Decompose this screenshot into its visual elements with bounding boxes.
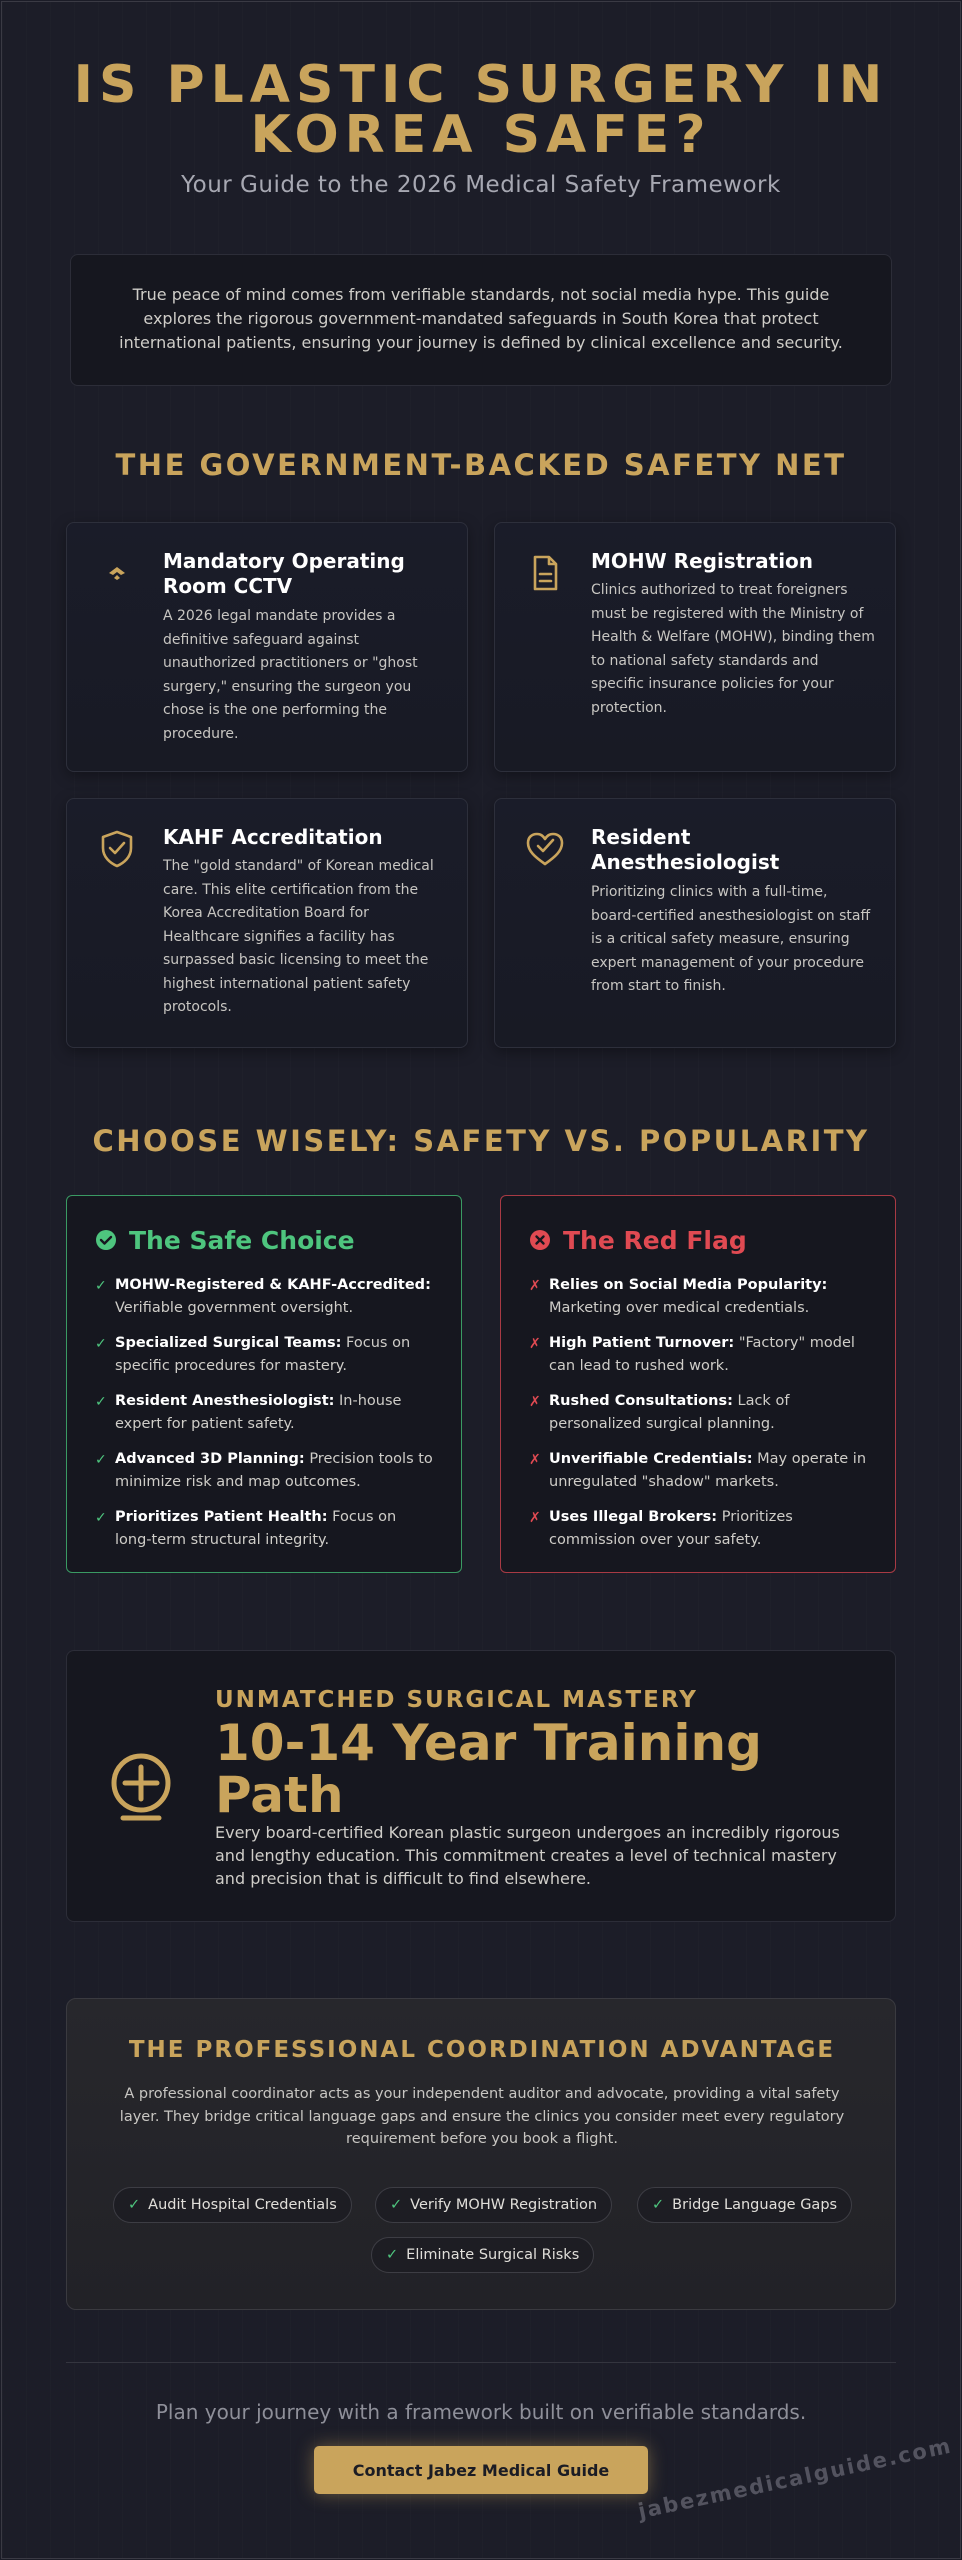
check-icon: ✓: [390, 2197, 403, 2213]
card-kahf: KAHF Accreditation The "gold standard" o…: [66, 798, 468, 1048]
card-cctv: Mandatory Operating Room CCTV A 2026 leg…: [66, 522, 468, 772]
page-subtitle: Your Guide to the 2026 Medical Safety Fr…: [181, 172, 781, 198]
list-item: ✓ Resident Anesthesiologist: In-house exp…: [95, 1390, 433, 1435]
cross-icon: ✗: [529, 1452, 541, 1468]
item-label: Unverifiable Credentials:: [549, 1451, 753, 1467]
list-item: ✗ High Patient Turnover: "Factory" model …: [529, 1332, 867, 1377]
item-text: Verifiable government oversight.: [115, 1299, 354, 1316]
card-title: Mandatory Operating Room CCTV: [163, 549, 405, 598]
check-icon: ✓: [95, 1394, 107, 1410]
item-text: In-house expert for patient safety.: [115, 1393, 402, 1432]
list-item: ✗ Rushed Consultations: Lack of personali…: [529, 1390, 867, 1435]
footer-text: Plan your journey with a framework built…: [155, 2400, 807, 2424]
card-body: The "gold standard" of Korean medical ca…: [163, 858, 434, 1015]
medical-cross-badge-icon: [111, 1753, 171, 1821]
item-label: Relies on Social Media Popularity:: [549, 1277, 828, 1293]
item-text: Lack of personalized surgical planning.: [549, 1393, 790, 1432]
item-text: "Factory" model can lead to rushed work.: [549, 1335, 855, 1374]
check-icon: ✓: [95, 1336, 107, 1352]
check-icon: ✓: [95, 1452, 107, 1468]
cross-icon: ✗: [529, 1336, 541, 1352]
item-label: High Patient Turnover:: [549, 1335, 735, 1351]
check-icon: ✓: [128, 2197, 141, 2213]
cross-icon: ✗: [529, 1278, 541, 1294]
intro-text: True peace of mind comes from verifiable…: [119, 285, 843, 352]
page-title: IS PLASTIC SURGERY IN KOREA SAFE?: [73, 55, 889, 165]
list-item: ✗ Uses Illegal Brokers: Prioritizes commi…: [529, 1506, 867, 1551]
footer-divider: [66, 2362, 896, 2363]
shield-check-icon: [101, 830, 133, 868]
contact-button[interactable]: Contact Jabez Medical Guide: [314, 2446, 648, 2494]
x-circle-icon: [530, 1230, 550, 1250]
item-label: MOHW-Registered & KAHF-Accredited:: [115, 1277, 431, 1293]
coordination-title: THE PROFESSIONAL COORDINATION ADVANTAGE: [128, 2037, 836, 2063]
item-label: Specialized Surgical Teams:: [115, 1335, 342, 1351]
pill-label: Verify MOHW Registration: [410, 2197, 598, 2213]
pill-label: Eliminate Surgical Risks: [406, 2247, 580, 2263]
card-title: KAHF Accreditation: [163, 825, 383, 849]
item-text: Precision tools to minimize risk and map…: [115, 1451, 433, 1490]
mastery-body: Every board-certified Korean plastic sur…: [215, 1823, 840, 1888]
cross-icon: ✗: [529, 1394, 541, 1410]
heading-text: The Safe Choice: [129, 1225, 355, 1255]
item-text: Focus on long-term structural integrity.: [115, 1509, 397, 1548]
pill-audit-credentials: ✓ Audit Hospital Credentials: [113, 2187, 352, 2223]
mastery-kicker: UNMATCHED SURGICAL MASTERY: [215, 1687, 698, 1713]
check-icon: ✓: [652, 2197, 665, 2213]
list-item: ✓ Prioritizes Patient Health: Focus on lo…: [95, 1506, 433, 1551]
item-label: Prioritizes Patient Health:: [115, 1509, 328, 1525]
list-item: ✗ Relies on Social Media Popularity: Mark…: [529, 1274, 867, 1319]
check-icon: ✓: [95, 1278, 107, 1294]
item-text: Prioritizes commission over your safety.: [549, 1509, 793, 1548]
card-body: Clinics authorized to treat foreigners m…: [591, 582, 875, 716]
coordination-body: A professional coordinator acts as your …: [119, 2086, 845, 2147]
card-anesthesiologist: Resident Anesthesiologist Prioritizing c…: [494, 798, 896, 1048]
red-flag-list: ✗ Relies on Social Media Popularity: Mark…: [529, 1274, 867, 1551]
item-text: Focus on specific procedures for mastery…: [115, 1335, 411, 1374]
cross-icon: ✗: [529, 1510, 541, 1526]
card-title: MOHW Registration: [591, 549, 814, 573]
coordination-section: THE PROFESSIONAL COORDINATION ADVANTAGE …: [66, 1998, 896, 2310]
item-label: Resident Anesthesiologist:: [115, 1393, 335, 1409]
safe-choice-heading: The Safe Choice: [95, 1220, 433, 1260]
pill-label: Bridge Language Gaps: [672, 2197, 838, 2213]
mastery-headline: 10-14 Year Training Path: [215, 1714, 762, 1824]
heart-check-icon: [526, 832, 564, 866]
red-flag-panel: The Red Flag ✗ Relies on Social Media Pop…: [500, 1195, 896, 1573]
item-text: Marketing over medical credentials.: [549, 1299, 810, 1316]
safe-list: ✓ MOHW-Registered & KAHF-Accredited: Veri…: [95, 1274, 433, 1551]
safety-net-title: THE GOVERNMENT-BACKED SAFETY NET: [115, 448, 847, 482]
pill-eliminate-risks: ✓ Eliminate Surgical Risks: [371, 2237, 595, 2273]
pill-language-gaps: ✓ Bridge Language Gaps: [637, 2187, 853, 2223]
intro-box: True peace of mind comes from verifiable…: [70, 254, 892, 386]
item-text: May operate in unregulated "shadow" mark…: [549, 1451, 867, 1490]
document-icon: [533, 555, 558, 591]
card-body: A 2026 legal mandate provides a definiti…: [163, 608, 418, 742]
list-item: ✓ MOHW-Registered & KAHF-Accredited: Veri…: [95, 1274, 433, 1319]
list-item: ✓ Advanced 3D Planning: Precision tools t…: [95, 1448, 433, 1493]
item-label: Rushed Consultations:: [549, 1393, 733, 1409]
list-item: ✓ Specialized Surgical Teams: Focus on sp…: [95, 1332, 433, 1377]
item-label: Advanced 3D Planning:: [115, 1451, 305, 1467]
check-circle-icon: [96, 1230, 116, 1250]
heading-text: The Red Flag: [563, 1225, 747, 1255]
video-camera-icon: [109, 567, 125, 580]
red-flag-heading: The Red Flag: [529, 1220, 867, 1260]
card-mohw: MOHW Registration Clinics authorized to …: [494, 522, 896, 772]
pill-label: Audit Hospital Credentials: [148, 2197, 337, 2213]
item-label: Uses Illegal Brokers:: [549, 1509, 718, 1525]
card-title: Resident Anesthesiologist: [591, 825, 780, 874]
check-icon: ✓: [95, 1510, 107, 1526]
list-item: ✗ Unverifiable Credentials: May operate i…: [529, 1448, 867, 1493]
comparison-title: CHOOSE WISELY: SAFETY VS. POPULARITY: [92, 1124, 870, 1158]
card-body: Prioritizing clinics with a full-time, b…: [591, 884, 871, 994]
safe-choice-panel: The Safe Choice ✓ MOHW-Registered & KAHF-…: [66, 1195, 462, 1573]
mastery-section: UNMATCHED SURGICAL MASTERY 10-14 Year Tr…: [66, 1650, 896, 1922]
pill-verify-mohw: ✓ Verify MOHW Registration: [375, 2187, 613, 2223]
check-icon: ✓: [386, 2247, 399, 2263]
